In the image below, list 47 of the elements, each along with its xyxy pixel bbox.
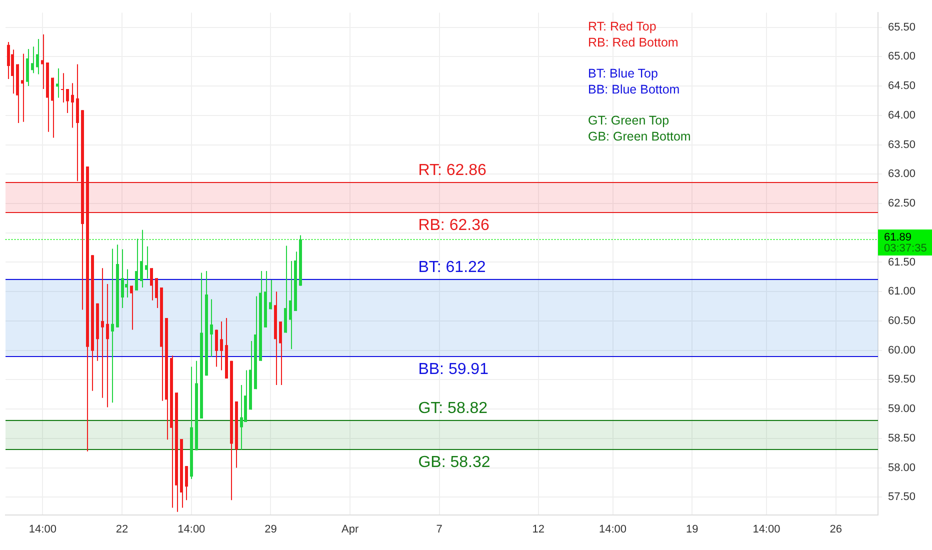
y-tick-label: 59.00 bbox=[888, 403, 916, 416]
y-tick-label: 61.00 bbox=[888, 286, 916, 298]
candlestick bbox=[56, 68, 59, 98]
y-tick-label: 57.50 bbox=[888, 491, 916, 504]
annotation: GB: Green Bottom bbox=[588, 129, 691, 144]
candlestick bbox=[21, 54, 24, 122]
annotation: BB: Blue Bottom bbox=[588, 82, 680, 96]
x-tick-label: 29 bbox=[264, 523, 277, 536]
ref-line-label: BT: 61.22 bbox=[418, 258, 486, 276]
y-tick-label: 63.50 bbox=[888, 138, 916, 151]
y-tick-label: 58.00 bbox=[888, 462, 916, 474]
x-tick-label: 12 bbox=[532, 523, 545, 536]
x-tick-label: 26 bbox=[830, 523, 842, 536]
annotation: RB: Red Bottom bbox=[588, 35, 678, 50]
text: 03:37:35 bbox=[884, 242, 927, 254]
y-tick-label: 64.00 bbox=[888, 109, 916, 122]
y-tick-label: 65.00 bbox=[888, 50, 916, 63]
ref-line-label: 61.89 bbox=[884, 232, 912, 244]
y-tick-label: 64.50 bbox=[888, 80, 916, 92]
x-tick-label: 14:00 bbox=[599, 523, 627, 536]
annotation: RT: Red Top bbox=[588, 19, 656, 34]
ref-line-label: BB: 59.91 bbox=[418, 360, 489, 378]
x-tick-label: 7 bbox=[436, 523, 442, 536]
x-tick-label: 14:00 bbox=[752, 523, 780, 536]
x-tick-label: 22 bbox=[116, 523, 128, 536]
candlestick bbox=[101, 268, 104, 398]
candlestick bbox=[41, 34, 44, 89]
y-tick-label: 63.00 bbox=[888, 168, 916, 180]
ref-line-label: RB: 62.36 bbox=[418, 216, 490, 234]
y-tick-label: 58.50 bbox=[888, 432, 916, 444]
ref-line-label: RT: 62.86 bbox=[418, 162, 486, 179]
x-tick-label: 19 bbox=[686, 523, 698, 536]
annotation: BT: Blue Top bbox=[588, 66, 658, 80]
y-tick-label: 61.50 bbox=[888, 256, 916, 268]
candlestick bbox=[61, 73, 64, 102]
y-tick-label: 62.50 bbox=[888, 198, 916, 210]
y-tick-label: 59.50 bbox=[888, 374, 916, 386]
y-tick-label: 60.50 bbox=[888, 315, 916, 327]
y-tick-label: 65.50 bbox=[888, 21, 916, 34]
x-tick-label: 14:00 bbox=[28, 523, 56, 536]
annotation: GT: Green Top bbox=[588, 113, 670, 128]
candlestick bbox=[111, 248, 114, 403]
ref-line-label: GT: 58.82 bbox=[418, 400, 488, 417]
x-tick-label: 14:00 bbox=[178, 523, 206, 536]
ref-line-label: GB: 58.32 bbox=[418, 454, 490, 471]
x-tick-label: Apr bbox=[341, 523, 359, 536]
y-tick-label: 60.00 bbox=[888, 344, 916, 356]
